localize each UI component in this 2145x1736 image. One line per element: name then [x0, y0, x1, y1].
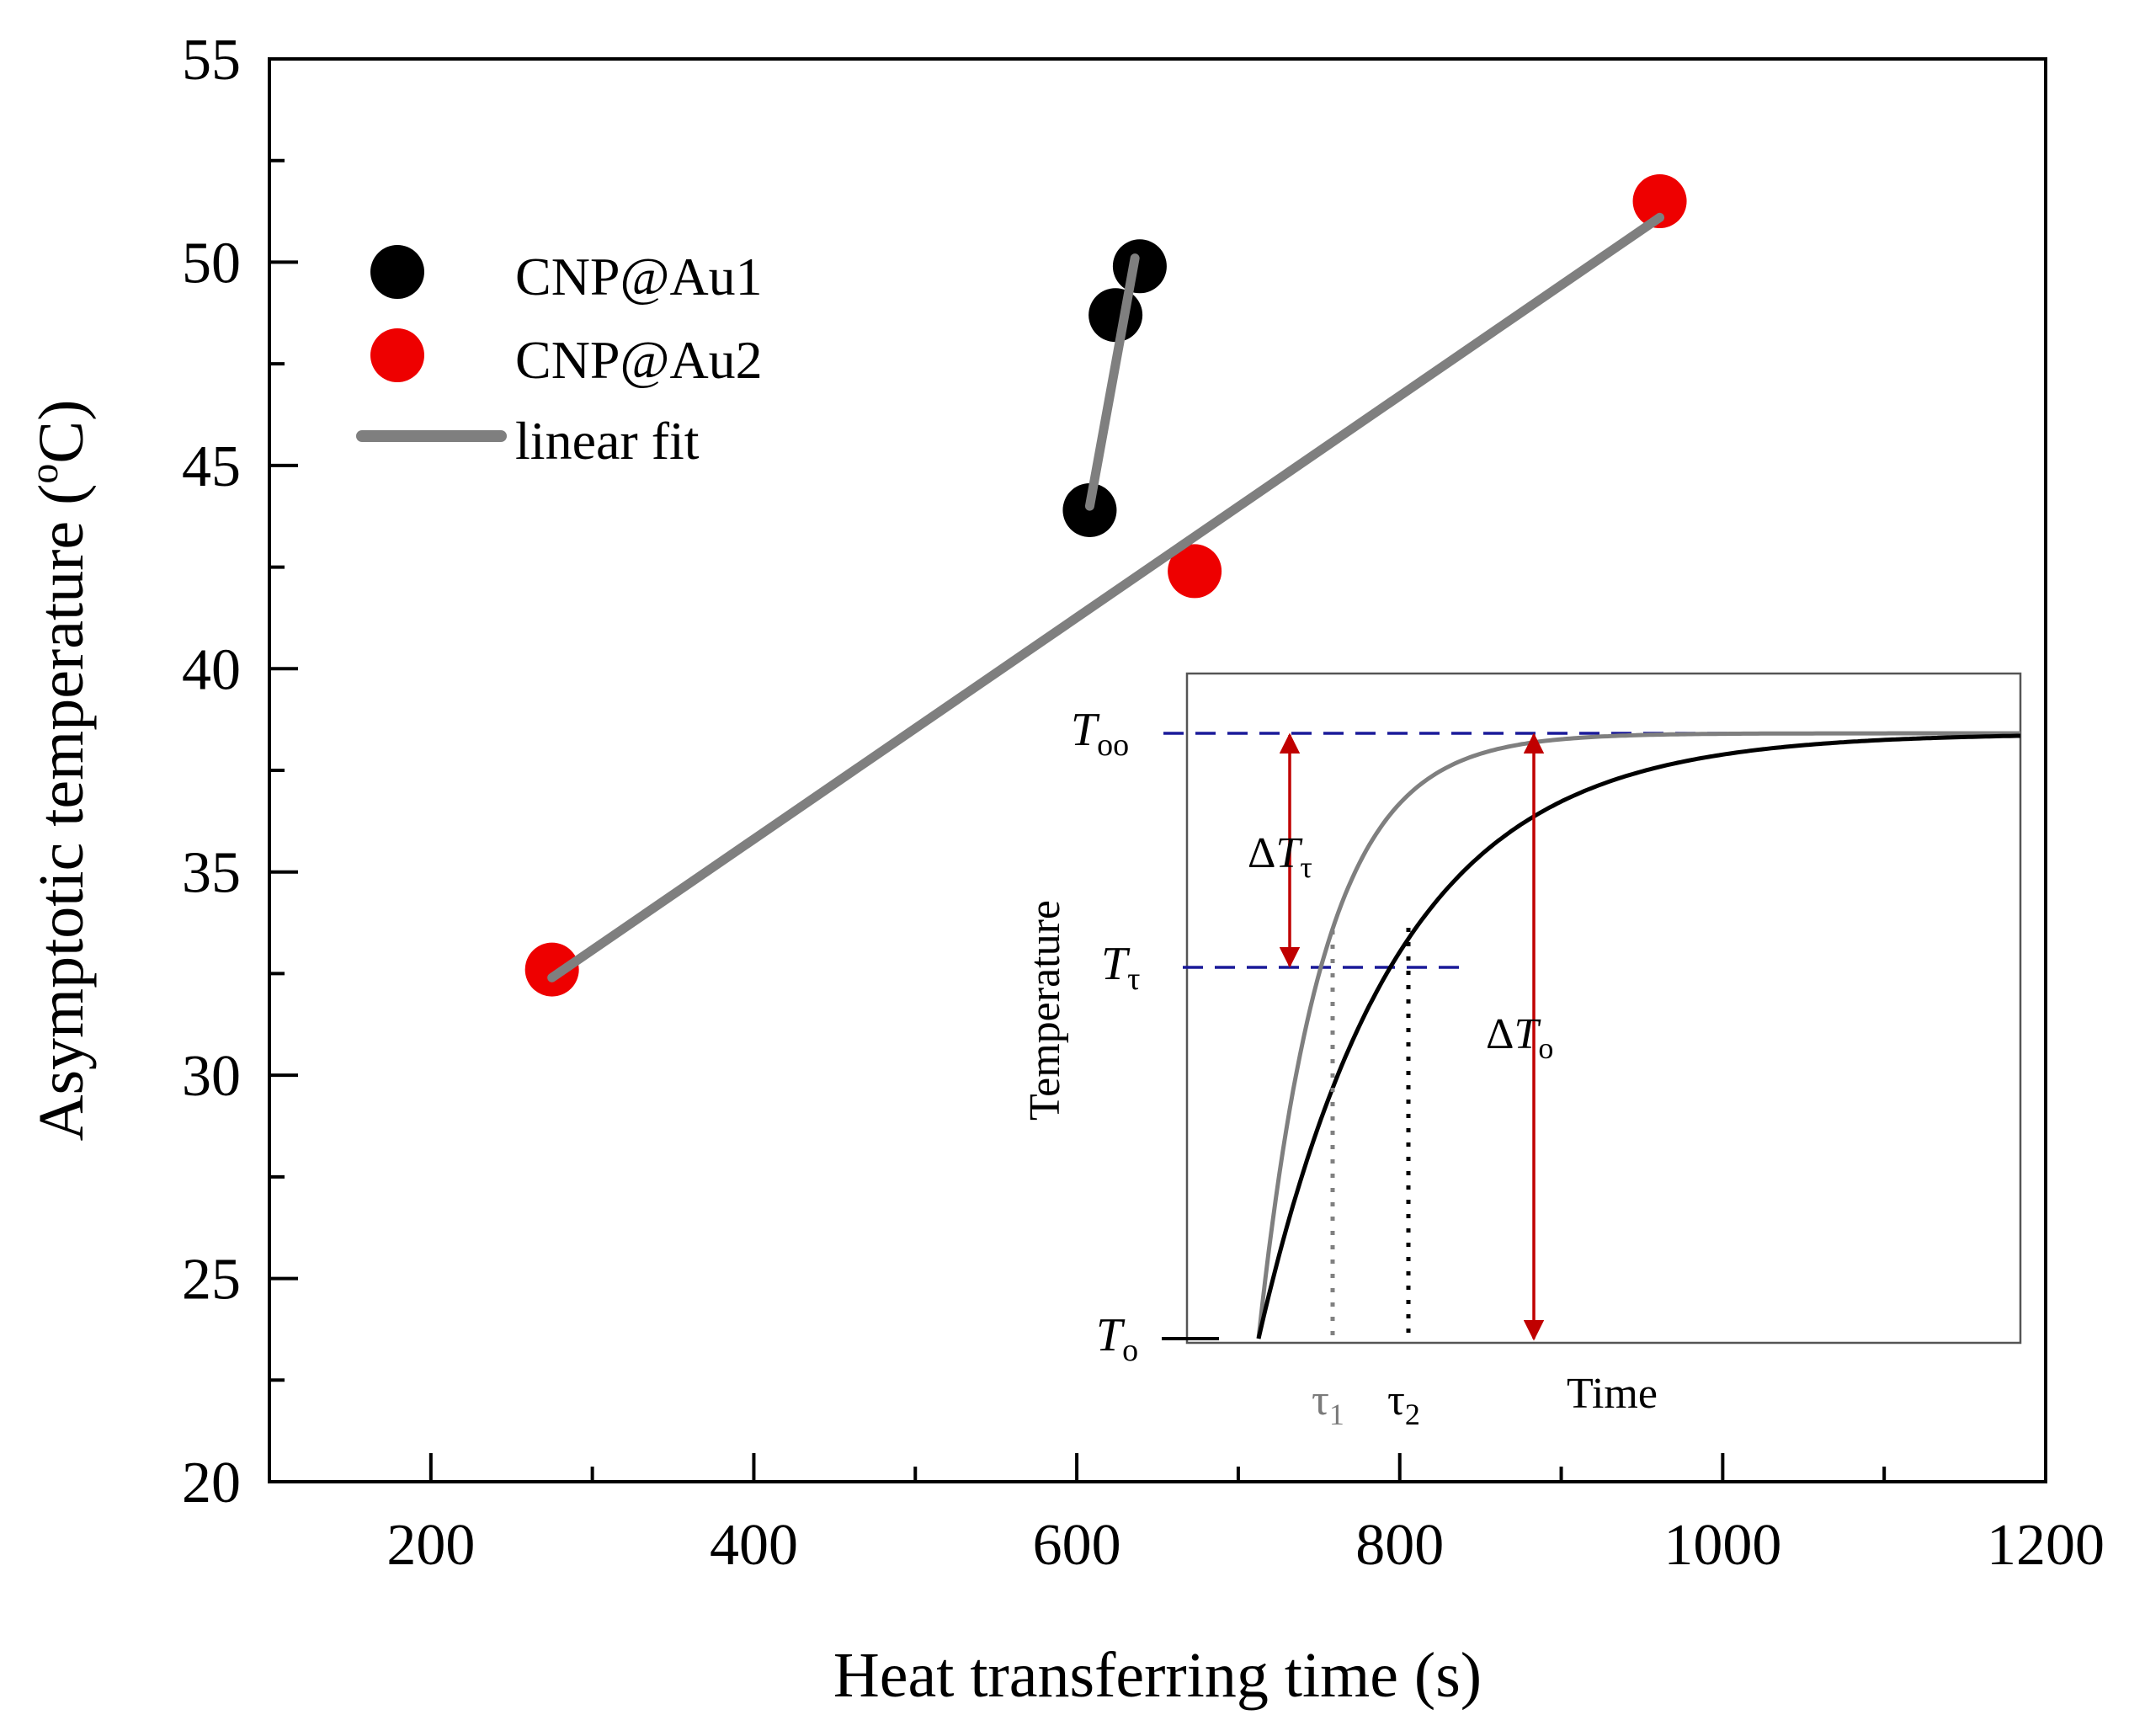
x-tick-label: 1000: [1663, 1513, 1781, 1578]
x-tick-label: 400: [710, 1513, 798, 1578]
legend-marker-cnp-au1: [370, 245, 424, 299]
y-axis-label: Asymptotic temperature (oC): [22, 400, 97, 1142]
x-tick-label: 600: [1033, 1513, 1121, 1578]
inset-label-t0: To: [1096, 1309, 1138, 1368]
linear-fit-line: [1084, 253, 1140, 511]
data-point-cnp-au2: [1632, 174, 1687, 228]
x-axis-label: Heat transferring time (s): [833, 1640, 1482, 1711]
x-axis-ticks: 200 400 600 800 1000 1200: [386, 1453, 2105, 1578]
legend-marker-cnp-au2: [370, 328, 424, 382]
linear-fit-line: [547, 212, 1665, 982]
inset-label-t-inf: Too: [1071, 704, 1129, 763]
legend: CNP@Au1 CNP@Au2 linear fit: [356, 245, 763, 471]
x-tick-label: 1200: [1987, 1513, 2105, 1578]
legend-label-cnp-au1: CNP@Au1: [515, 247, 763, 306]
legend-label-cnp-au2: CNP@Au2: [515, 330, 763, 390]
y-tick-label: 45: [182, 434, 241, 499]
inset-label-tau1: τ1: [1312, 1377, 1344, 1431]
y-tick-label: 25: [182, 1248, 241, 1313]
inset-label-delta-t-tau: ΔTτ: [1248, 829, 1312, 884]
inset-label-tau2: τ2: [1387, 1377, 1420, 1431]
data-point-cnp-au2: [1168, 544, 1222, 599]
x-tick-label: 800: [1355, 1513, 1444, 1578]
inset-x-axis-label: Time: [1567, 1370, 1658, 1418]
y-axis-ticks: 20 25 30 35 40 45 50 55: [182, 28, 298, 1515]
x-tick-label: 200: [386, 1513, 475, 1578]
inset-label-delta-t0: ΔTo: [1486, 1010, 1553, 1065]
data-point-cnp-au1: [1112, 239, 1167, 294]
y-tick-label: 30: [182, 1044, 241, 1109]
inset-y-axis-label: Temperature: [1021, 900, 1069, 1121]
inset-label-t-tau: Tτ: [1101, 938, 1140, 997]
inset-slow-curve: [1256, 733, 2020, 1339]
inset: Too Tτ To ΔTτ ΔTo τ1 τ2 Time Temperature: [1021, 672, 2022, 1431]
y-tick-label: 40: [182, 637, 241, 702]
data-point-cnp-au2: [524, 942, 579, 997]
y-tick-label: 20: [182, 1451, 241, 1515]
y-tick-label: 50: [182, 231, 241, 296]
y-tick-label: 55: [182, 28, 241, 93]
data-points: [524, 174, 1687, 997]
data-point-cnp-au1: [1088, 288, 1143, 343]
fit-lines: [547, 212, 1665, 982]
inset-fast-curve: [1256, 731, 2020, 1339]
legend-label-linear-fit: linear fit: [515, 411, 700, 471]
y-tick-label: 35: [182, 841, 241, 906]
